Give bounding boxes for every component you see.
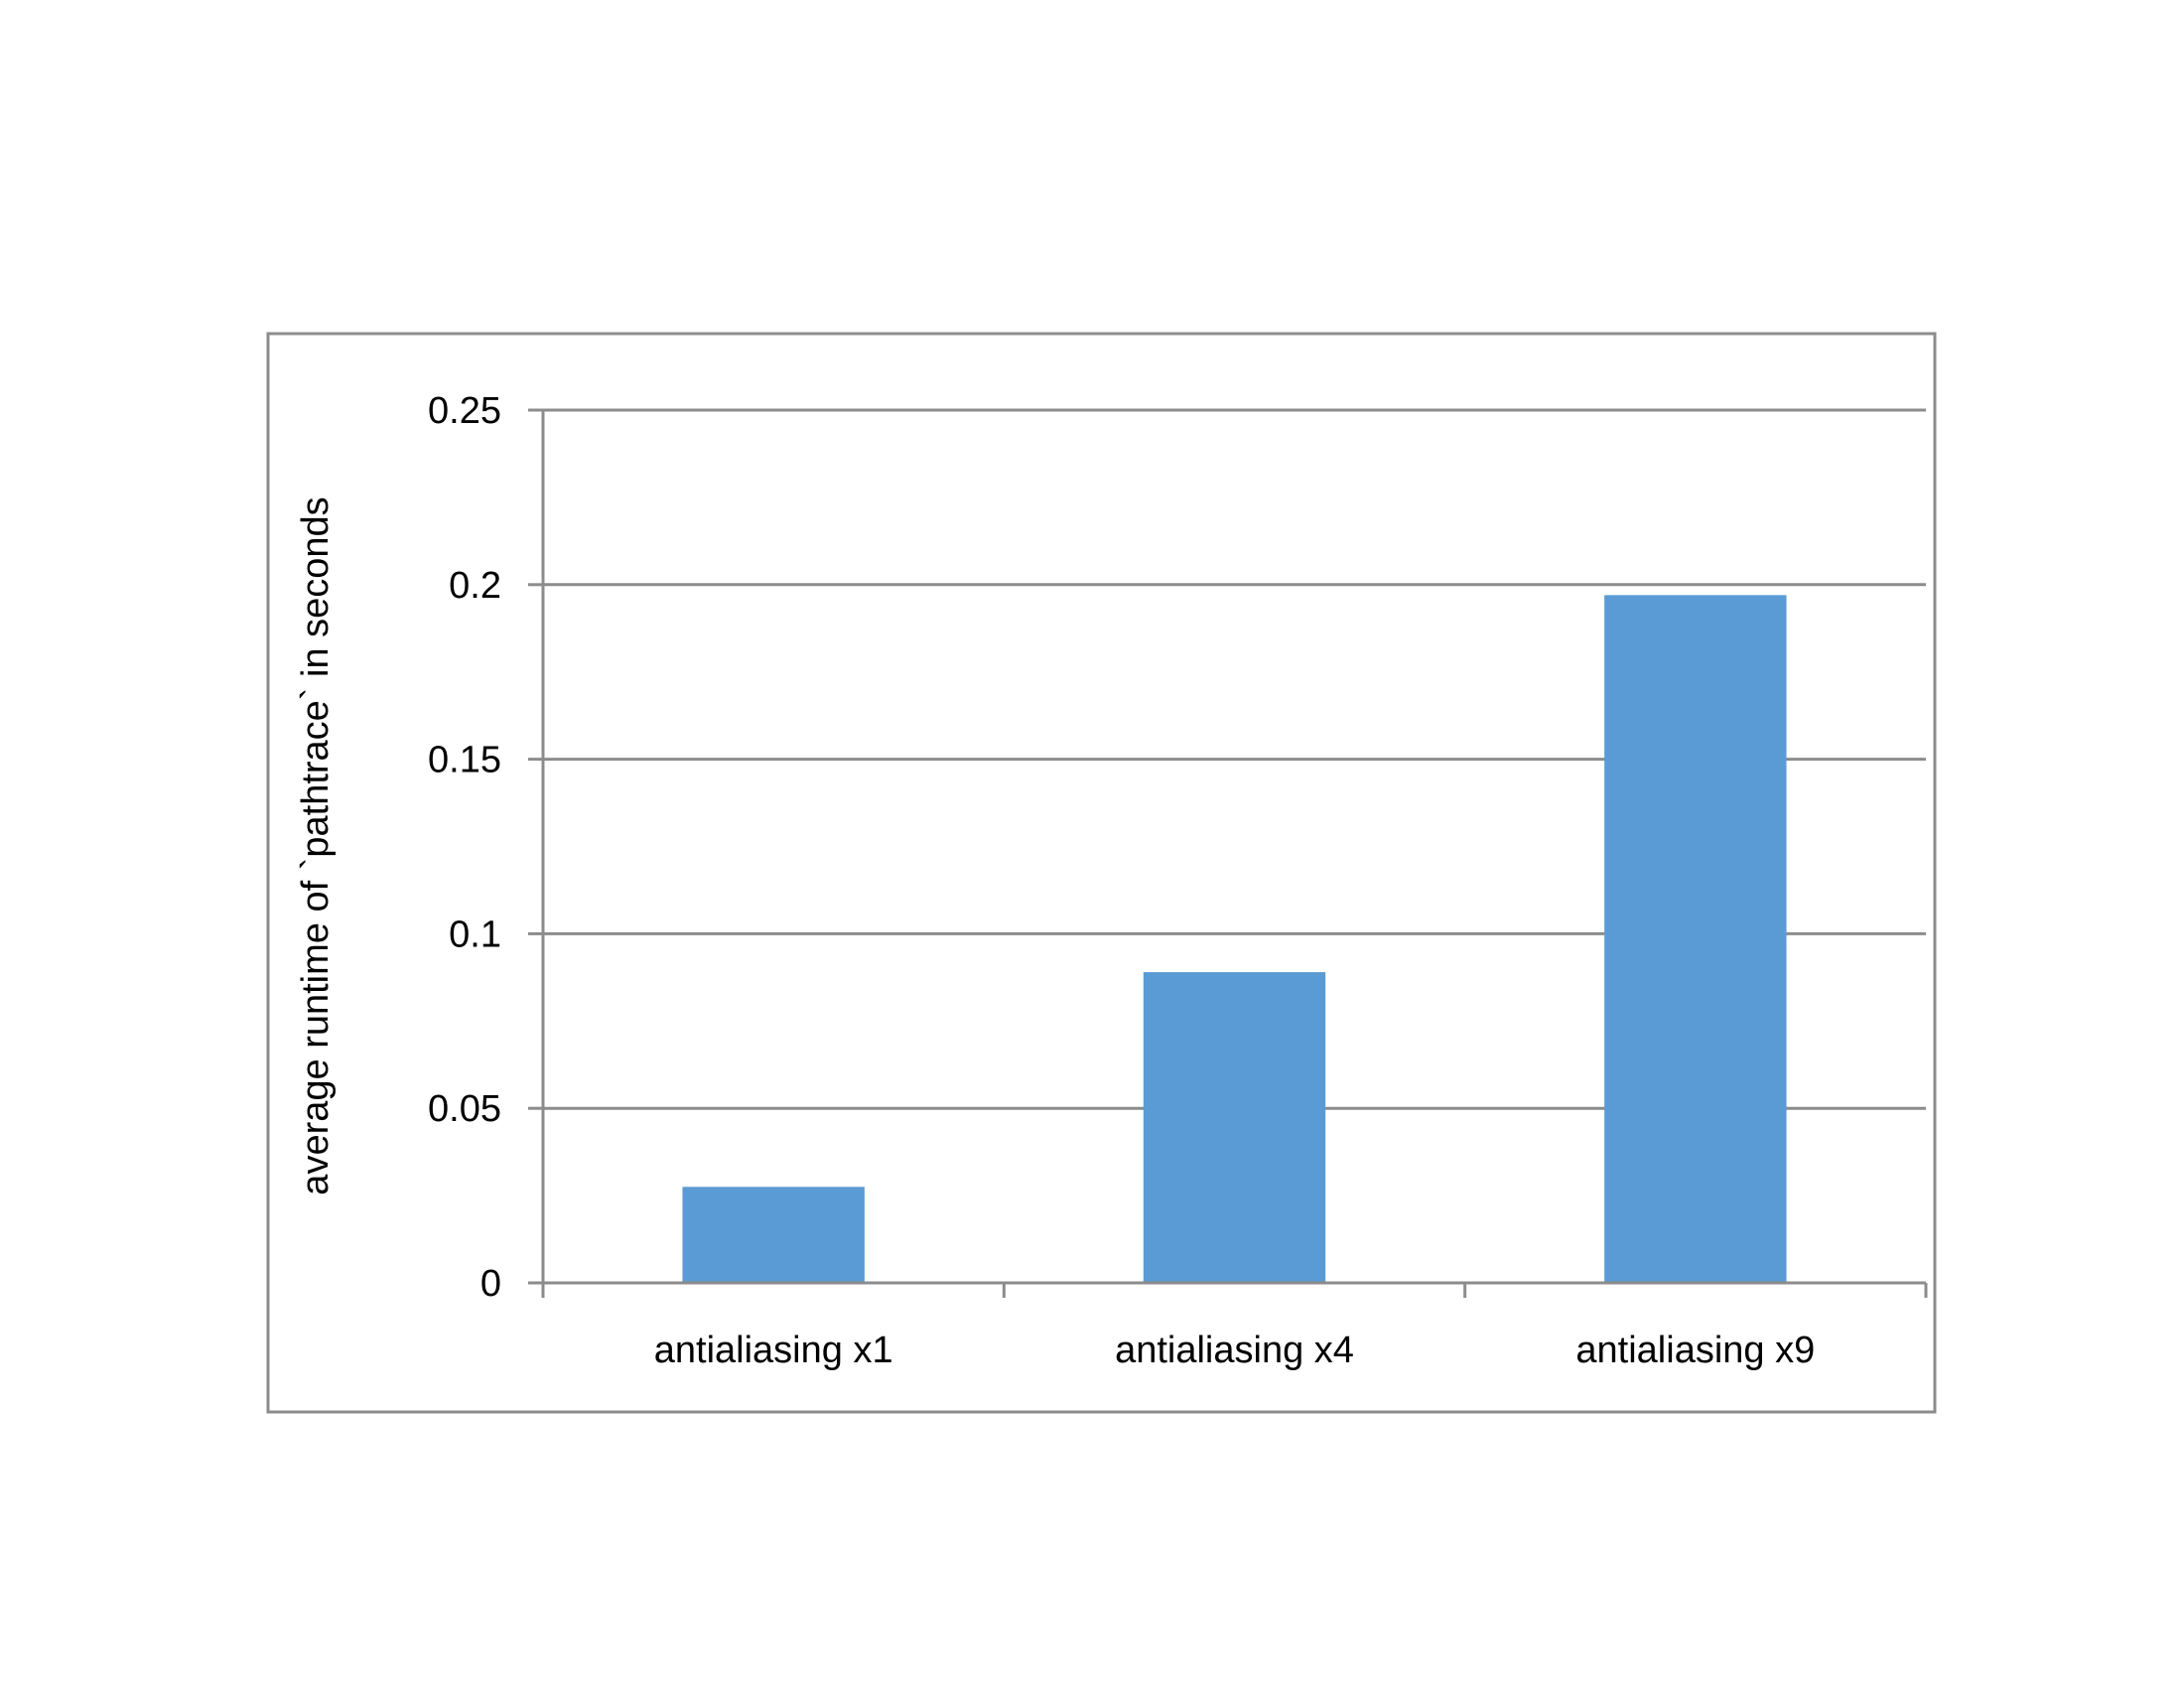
x-tick-label: antialiasing x4 xyxy=(1115,1330,1354,1371)
bar-1 xyxy=(682,1187,865,1283)
x-tick-label: antialiasing x1 xyxy=(654,1330,893,1371)
x-tick-labels: antialiasing x1 antialiasing x4 antialiasi… xyxy=(654,1330,1815,1371)
y-tick-label: 0.05 xyxy=(428,1088,501,1130)
y-tick-label: 0.25 xyxy=(428,390,501,432)
y-axis-label: average runtime of `pathtrace` in second… xyxy=(295,496,337,1195)
bar-3 xyxy=(1604,595,1787,1283)
y-tick-label: 0.15 xyxy=(428,740,501,781)
x-tick-label: antialiasing x9 xyxy=(1575,1330,1815,1371)
y-tick-label: 0.2 xyxy=(449,565,501,607)
bars xyxy=(682,595,1787,1283)
bar-2 xyxy=(1143,972,1326,1283)
y-tick-labels: 0 0.05 0.1 0.15 0.2 0.25 xyxy=(428,390,501,1305)
y-tick-label: 0.1 xyxy=(449,914,501,955)
axes xyxy=(528,408,1928,1298)
y-tick-label: 0 xyxy=(480,1263,501,1305)
